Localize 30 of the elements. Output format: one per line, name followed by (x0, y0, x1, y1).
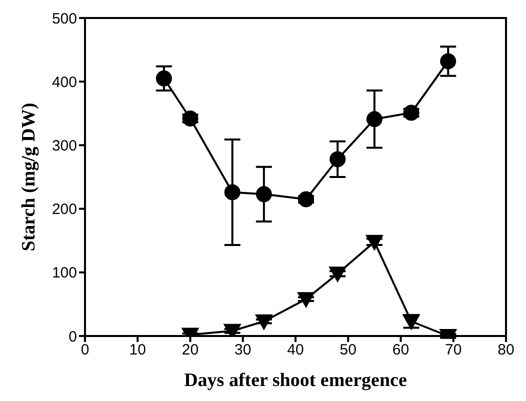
y-tick-label: 0 (68, 328, 77, 346)
y-tick-label: 100 (52, 264, 77, 282)
y-axis-title: Starch (mg/g DW) (18, 102, 40, 252)
point (328, 266, 347, 283)
y-tick-label: 400 (52, 74, 77, 91)
point (365, 234, 384, 251)
y-tick-label: 300 (52, 138, 77, 155)
point (182, 110, 198, 126)
point (254, 314, 273, 330)
x-tick-label: 10 (129, 342, 146, 359)
point (440, 53, 456, 70)
point (156, 70, 172, 86)
point (403, 104, 420, 121)
point (256, 186, 272, 202)
x-tick-label: 30 (234, 342, 252, 359)
y-tick-label: 500 (52, 10, 77, 28)
point (330, 151, 346, 168)
point (297, 292, 316, 308)
x-axis-title: Days after shoot emergence (184, 370, 407, 391)
x-tick-label: 0 (80, 342, 90, 359)
point (298, 191, 314, 208)
x-tick-label: 80 (498, 342, 514, 359)
point (366, 111, 382, 128)
y-tick-label: 200 (52, 201, 77, 218)
x-tick-label: 20 (182, 342, 199, 359)
x-tick-label: 50 (340, 342, 356, 359)
x-tick-label: 70 (445, 342, 462, 359)
x-tick-label: 60 (392, 342, 410, 359)
point (224, 184, 240, 200)
x-tick-label: 40 (287, 342, 304, 359)
